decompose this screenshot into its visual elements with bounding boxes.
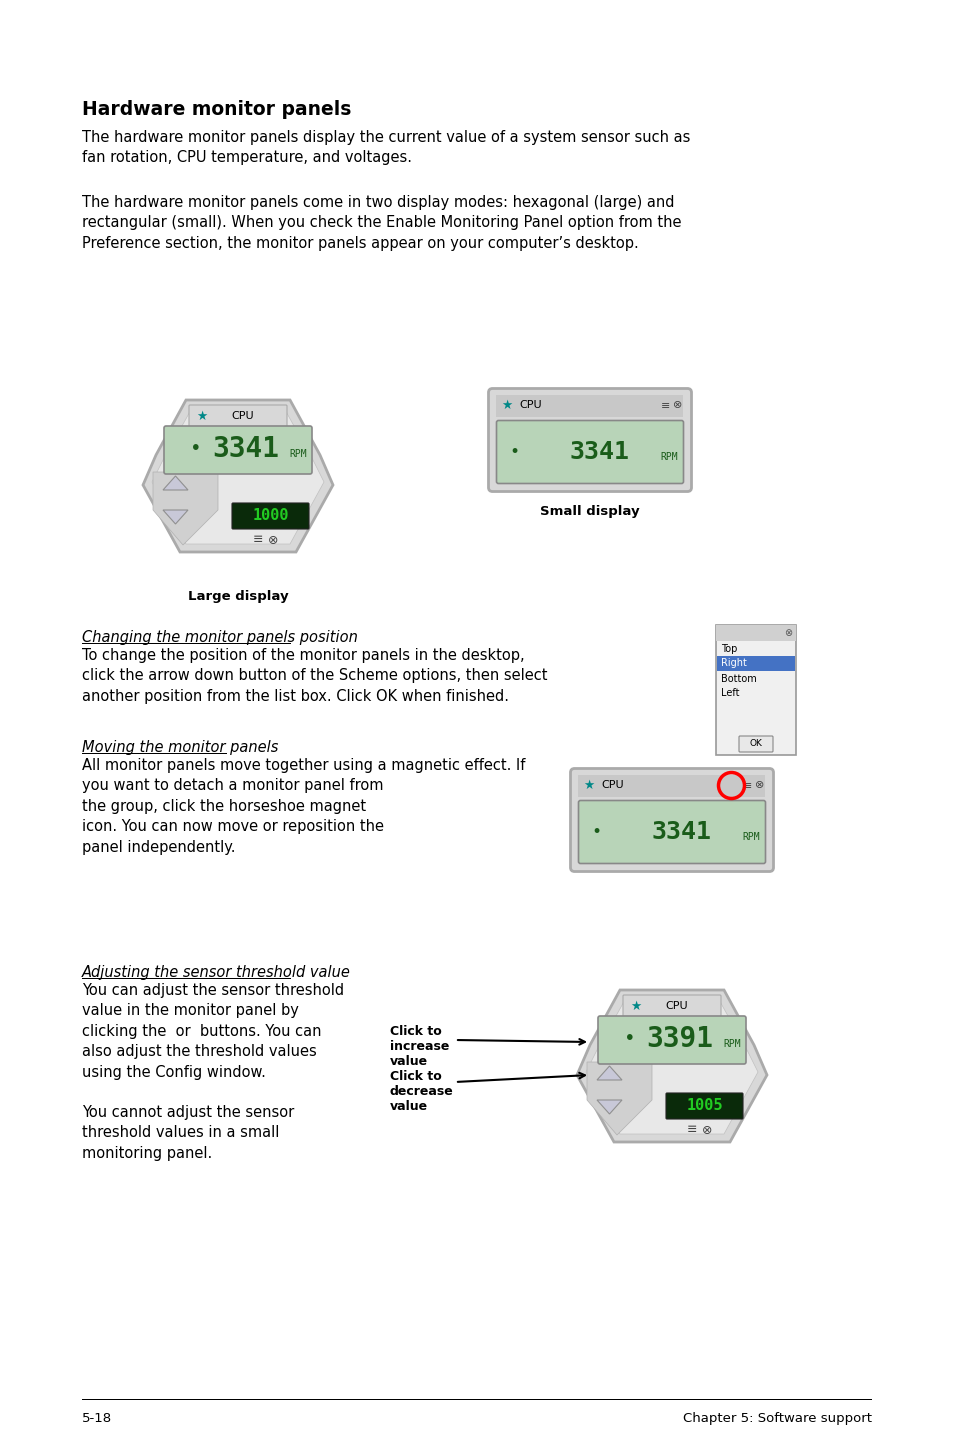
FancyBboxPatch shape [488,388,691,492]
Text: ≡: ≡ [686,1123,697,1136]
FancyBboxPatch shape [739,736,772,752]
Text: ⊗: ⊗ [754,781,763,791]
Text: Click to
decrease
value: Click to decrease value [390,1070,454,1113]
Text: ≡: ≡ [660,401,670,410]
Polygon shape [152,408,324,544]
Text: 3391: 3391 [646,1025,713,1053]
Text: CPU: CPU [600,781,623,791]
FancyBboxPatch shape [716,626,795,755]
FancyBboxPatch shape [665,1093,742,1119]
Text: RPM: RPM [289,449,307,459]
Bar [717,656,794,672]
Text: ★: ★ [630,999,641,1012]
Text: RPM: RPM [660,452,678,462]
Text: You can adjust the sensor threshold
value in the monitor panel by
clicking the  : You can adjust the sensor threshold valu… [82,984,344,1080]
Text: CPU: CPU [665,1001,688,1011]
Text: You cannot adjust the sensor
threshold values in a small
monitoring panel.: You cannot adjust the sensor threshold v… [82,1104,294,1160]
Polygon shape [152,472,218,545]
Text: OK: OK [749,739,761,749]
Text: Bottom: Bottom [720,673,756,683]
Polygon shape [597,1066,621,1080]
Polygon shape [577,989,766,1142]
Text: Hardware monitor panels: Hardware monitor panels [82,101,351,119]
Text: •: • [509,443,519,462]
Polygon shape [163,476,188,490]
Text: ★: ★ [500,398,512,413]
Text: The hardware monitor panels display the current value of a system sensor such as: The hardware monitor panels display the … [82,129,690,165]
FancyBboxPatch shape [164,426,312,475]
FancyBboxPatch shape [496,420,682,483]
Bar [716,626,795,641]
Text: CPU: CPU [232,411,254,421]
Text: ⊗: ⊗ [701,1123,712,1136]
Text: To change the position of the monitor panels in the desktop,
click the arrow dow: To change the position of the monitor pa… [82,649,547,703]
FancyBboxPatch shape [622,995,720,1017]
Text: CPU: CPU [518,401,541,410]
Text: ★: ★ [582,779,594,792]
Text: ★: ★ [196,410,208,423]
Text: 3341: 3341 [213,436,279,463]
Text: 3341: 3341 [651,820,711,844]
Bar [496,394,682,417]
Text: Click to
increase
value: Click to increase value [390,1025,449,1068]
Text: ≡: ≡ [253,533,263,546]
Text: 3341: 3341 [569,440,629,464]
Text: ⊗: ⊗ [783,628,791,638]
Text: Large display: Large display [188,590,288,603]
FancyBboxPatch shape [598,1017,745,1064]
Text: 1000: 1000 [253,509,289,523]
FancyBboxPatch shape [570,768,773,871]
Text: 1005: 1005 [686,1099,722,1113]
Polygon shape [143,400,333,552]
Text: ≡: ≡ [742,781,751,791]
Text: •: • [591,823,601,841]
Text: Small display: Small display [539,505,639,518]
Text: ⊗: ⊗ [268,533,278,546]
FancyBboxPatch shape [189,406,287,427]
Text: Moving the monitor panels: Moving the monitor panels [82,741,278,755]
Polygon shape [597,1100,621,1114]
Text: Right: Right [720,659,746,669]
Polygon shape [586,1063,651,1135]
Polygon shape [163,510,188,523]
Text: RPM: RPM [722,1040,740,1048]
Bar [82,1399,871,1401]
Text: Changing the monitor panels position: Changing the monitor panels position [82,630,357,646]
Bar [578,775,764,797]
Text: •: • [623,1030,636,1048]
Text: 5-18: 5-18 [82,1412,112,1425]
Text: Adjusting the sensor threshold value: Adjusting the sensor threshold value [82,965,351,981]
Text: Left: Left [720,689,739,699]
Text: Top: Top [720,643,737,653]
FancyBboxPatch shape [232,503,309,529]
Text: All monitor panels move together using a magnetic effect. If
you want to detach : All monitor panels move together using a… [82,758,525,854]
Text: Chapter 5: Software support: Chapter 5: Software support [682,1412,871,1425]
Text: •: • [190,440,202,459]
Text: RPM: RPM [741,833,760,843]
Polygon shape [585,998,758,1135]
FancyBboxPatch shape [578,801,764,863]
Text: ⊗: ⊗ [672,401,681,410]
Text: The hardware monitor panels come in two display modes: hexagonal (large) and
rec: The hardware monitor panels come in two … [82,196,680,250]
